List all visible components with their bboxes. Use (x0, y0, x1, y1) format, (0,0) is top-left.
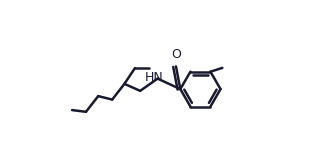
Text: HN: HN (144, 71, 163, 84)
Text: O: O (171, 48, 181, 61)
